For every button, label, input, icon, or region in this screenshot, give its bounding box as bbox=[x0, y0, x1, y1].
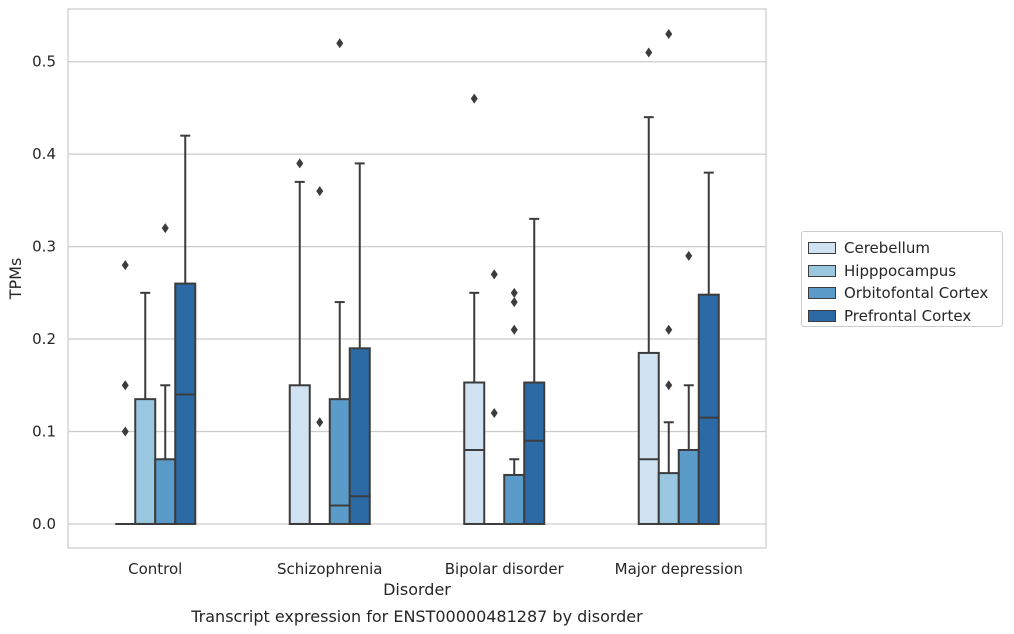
legend-item: Hipppocampus bbox=[808, 260, 1002, 283]
outlier-point bbox=[316, 417, 324, 428]
box-group bbox=[348, 162, 371, 525]
box-group bbox=[637, 47, 660, 525]
box bbox=[503, 473, 526, 525]
box bbox=[288, 384, 311, 525]
box bbox=[523, 381, 546, 525]
x-tick-label: Control bbox=[128, 560, 182, 578]
outlier-point bbox=[121, 260, 129, 271]
box bbox=[348, 347, 371, 525]
outlier-point bbox=[121, 426, 129, 437]
box bbox=[637, 351, 660, 525]
legend-label: Orbitofontal Cortex bbox=[844, 284, 989, 303]
outlier-point bbox=[685, 250, 693, 261]
outlier-point bbox=[316, 186, 324, 197]
box bbox=[463, 381, 486, 525]
box bbox=[154, 458, 177, 525]
x-tick-label: Major depression bbox=[615, 560, 743, 578]
box-group bbox=[115, 260, 136, 525]
grid-lines bbox=[68, 61, 766, 525]
outlier-point bbox=[490, 408, 498, 419]
outlier-point bbox=[665, 28, 673, 39]
x-tick-label: Bipolar disorder bbox=[445, 560, 565, 578]
box-group bbox=[523, 217, 546, 525]
y-tick-labels: 0.0 0.1 0.2 0.3 0.4 0.5 bbox=[32, 53, 56, 533]
box bbox=[677, 449, 700, 525]
outlier-point bbox=[470, 93, 478, 104]
legend-item: Cerebellum bbox=[808, 237, 1002, 260]
box-group bbox=[697, 171, 720, 525]
box-plots bbox=[115, 28, 720, 525]
box bbox=[174, 282, 197, 525]
legend-item: Prefrontal Cortex bbox=[808, 305, 1002, 328]
box-group bbox=[134, 291, 157, 525]
box bbox=[657, 472, 680, 525]
outlier-point bbox=[665, 380, 673, 391]
box-group bbox=[677, 250, 700, 525]
chart-title: Transcript expression for ENST0000048128… bbox=[190, 607, 643, 626]
box-group bbox=[463, 93, 486, 525]
legend-item: Orbitofontal Cortex bbox=[808, 282, 1002, 305]
box-group bbox=[174, 134, 197, 525]
outlier-point bbox=[510, 324, 518, 335]
box-group bbox=[503, 287, 526, 525]
outlier-point bbox=[510, 287, 518, 298]
legend-label: Hipppocampus bbox=[844, 261, 957, 280]
legend-label: Prefrontal Cortex bbox=[844, 307, 972, 326]
box-group bbox=[309, 186, 330, 525]
y-tick-label: 0.3 bbox=[32, 238, 56, 256]
x-tick-label: Schizophrenia bbox=[277, 560, 382, 578]
plot-frame bbox=[67, 8, 767, 549]
y-tick-label: 0.4 bbox=[32, 145, 56, 163]
box bbox=[134, 398, 157, 525]
legend: Cerebellum Hipppocampus Orbitofontal Corte… bbox=[801, 231, 1003, 327]
outlier-point bbox=[296, 158, 304, 169]
y-tick-label: 0.5 bbox=[32, 53, 56, 71]
legend-swatch bbox=[808, 264, 836, 277]
box-group bbox=[154, 223, 177, 525]
y-tick-label: 0.0 bbox=[32, 515, 56, 533]
outlier-point bbox=[490, 269, 498, 280]
outlier-point bbox=[510, 297, 518, 308]
outlier-point bbox=[665, 324, 673, 335]
y-tick-label: 0.1 bbox=[32, 423, 56, 441]
legend-swatch bbox=[808, 310, 836, 323]
box-group bbox=[288, 158, 311, 525]
box bbox=[697, 293, 720, 525]
legend-swatch bbox=[808, 242, 836, 255]
box-group bbox=[484, 269, 505, 525]
outlier-point bbox=[121, 380, 129, 391]
legend-swatch bbox=[808, 287, 836, 300]
outlier-point bbox=[161, 223, 169, 234]
y-axis-label: TPMs bbox=[6, 258, 25, 301]
outlier-point bbox=[645, 47, 653, 58]
box-group bbox=[657, 28, 680, 525]
outlier-point bbox=[336, 38, 344, 49]
box-group bbox=[328, 38, 351, 525]
y-tick-label: 0.2 bbox=[32, 330, 56, 348]
x-axis-label: Disorder bbox=[383, 580, 451, 599]
x-tick-labels: Control Schizophrenia Bipolar disorder Majo… bbox=[128, 560, 743, 578]
legend-label: Cerebellum bbox=[844, 239, 930, 258]
